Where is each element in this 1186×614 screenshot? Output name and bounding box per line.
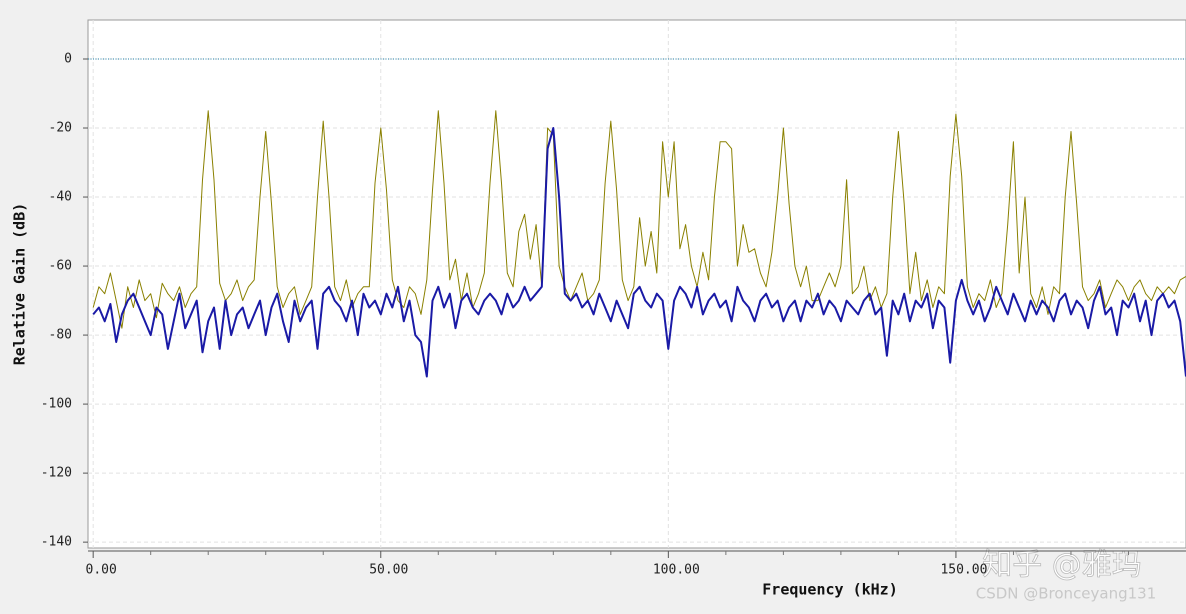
y-tick-label: -80 — [49, 328, 72, 343]
series-line — [92, 127, 1186, 378]
y-tick-label: -100 — [41, 397, 72, 412]
x-tick-label: 0.00 — [86, 563, 117, 578]
series-line — [92, 110, 1186, 329]
watermark: CSDN @Bronceyang131 — [976, 585, 1157, 603]
y-tick-label: -120 — [41, 466, 72, 481]
y-tick-label: -40 — [49, 190, 72, 205]
y-tick-label: 0 — [64, 51, 72, 66]
x-tick-label: 50.00 — [369, 563, 408, 578]
y-tick-label: -20 — [49, 121, 72, 136]
y-tick-label: -140 — [41, 535, 72, 550]
watermark: 知乎 @雅玛 — [982, 548, 1142, 583]
y-tick-label: -60 — [49, 259, 72, 274]
y-axis-title: Relative Gain (dB) — [11, 203, 29, 366]
x-axis-title: Frequency (kHz) — [762, 581, 897, 599]
x-tick-label: 150.00 — [940, 563, 987, 578]
plot-area — [87, 19, 1186, 549]
x-tick-label: 100.00 — [653, 563, 700, 578]
